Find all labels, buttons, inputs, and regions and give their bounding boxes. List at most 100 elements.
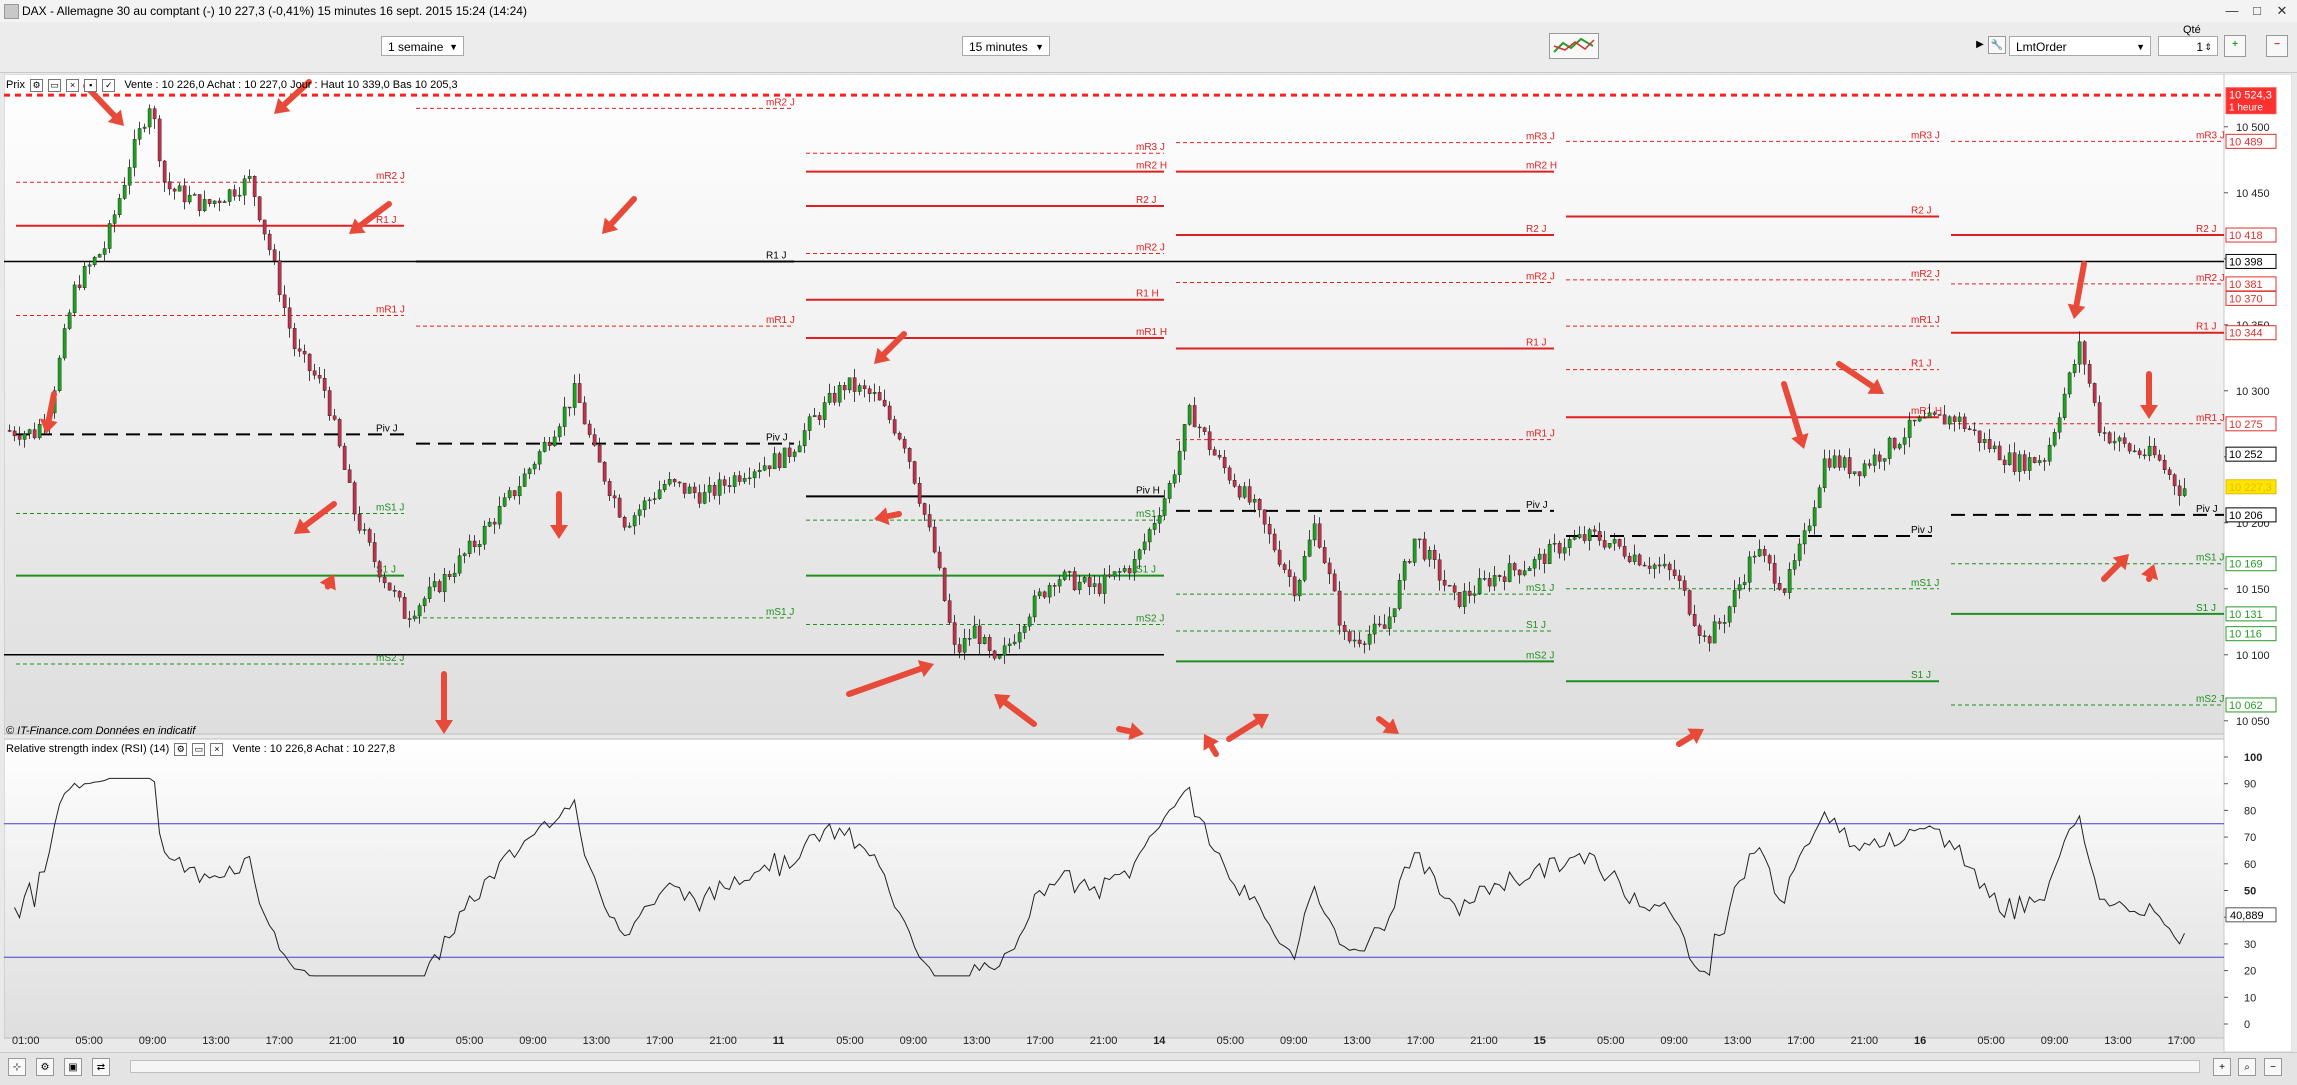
close-window-button[interactable]: ✕ — [2276, 3, 2288, 18]
price-tag-label: 10 381 — [2229, 279, 2263, 291]
candle-body — [757, 469, 762, 472]
candle-body — [317, 375, 322, 379]
candle-body — [937, 551, 942, 569]
candle-body — [2172, 474, 2177, 487]
wrench-icon[interactable]: ⚙ — [30, 78, 44, 92]
zoom-in-icon[interactable]: + — [2213, 1058, 2231, 1076]
window-icon[interactable]: ▭ — [192, 742, 206, 756]
level-label: S1 J — [1911, 670, 1931, 681]
level-label: mS2 J — [1136, 613, 1164, 624]
annotation-arrow-shaft — [1002, 699, 1037, 727]
close-icon[interactable]: × — [210, 742, 224, 756]
candle-body — [247, 175, 252, 179]
price-pane-label: Prix — [6, 79, 25, 91]
candle-body — [957, 644, 962, 653]
sell-order-button[interactable]: − — [2266, 35, 2288, 57]
level-label: Piv J — [1911, 525, 1933, 536]
candle-body — [1697, 625, 1702, 636]
settings-icon[interactable]: ▪ — [84, 78, 98, 92]
candle-body — [1982, 439, 1987, 443]
candle-body — [2182, 488, 2187, 496]
candle-body — [677, 481, 682, 484]
rsi-axis-label: 10 — [2244, 992, 2256, 1004]
candle-body — [1862, 463, 1867, 477]
interval-select[interactable]: 15 minutes ▼ — [962, 36, 1050, 56]
candle-body — [522, 473, 527, 487]
candle-body — [1387, 616, 1392, 629]
candle-body — [657, 489, 662, 499]
candle-body — [647, 499, 652, 502]
candle-body — [1647, 565, 1652, 569]
candle-body — [1242, 486, 1247, 498]
candle-body — [542, 441, 547, 452]
candle-body — [1912, 419, 1917, 422]
candle-body — [1327, 562, 1332, 575]
level-label: S1 J — [2196, 603, 2216, 614]
qty-label: Qté — [2183, 24, 2201, 36]
candle-body — [192, 194, 197, 196]
rsi-axis-label: 30 — [2244, 939, 2256, 951]
order-type-select[interactable]: LmtOrder ▼ — [2009, 36, 2151, 56]
candle-body — [1462, 590, 1467, 607]
candle-body — [1952, 416, 1957, 422]
close-icon[interactable]: × — [66, 78, 80, 92]
wrench-icon[interactable]: 🔧 — [1988, 36, 2006, 54]
spinner-icon[interactable]: ⇕ — [2204, 42, 2212, 52]
candle-body — [977, 625, 982, 644]
candle-body — [692, 486, 697, 494]
candle-body — [1437, 559, 1442, 581]
candle-body — [2107, 432, 2112, 444]
candle-body — [512, 490, 517, 497]
minimize-button[interactable]: — — [2225, 3, 2239, 18]
candle-body — [2042, 460, 2047, 462]
period-select[interactable]: 1 semaine ▼ — [381, 36, 464, 56]
zoom-out-icon[interactable]: − — [2264, 1058, 2282, 1076]
time-scrollbar[interactable] — [130, 1060, 2200, 1073]
level-label: mS2 J — [376, 653, 404, 664]
level-label: Piv J — [766, 433, 788, 444]
candle-body — [1712, 621, 1717, 644]
candle-body — [327, 390, 332, 417]
level-label: R1 J — [1911, 359, 1932, 370]
candle-body — [717, 479, 722, 496]
candle-body — [1917, 417, 1922, 422]
zoom-icon[interactable]: ⌕ — [2238, 1058, 2256, 1076]
tool-cursor-icon[interactable]: ⊹ — [8, 1058, 26, 1076]
candle-body — [827, 392, 832, 403]
candle-body — [1817, 487, 1822, 508]
candle-body — [1717, 621, 1722, 624]
time-axis-label: 05:00 — [1597, 1035, 1625, 1047]
time-axis-label: 13:00 — [963, 1035, 991, 1047]
candle-body — [2152, 445, 2157, 456]
window-icon[interactable]: ▭ — [48, 78, 62, 92]
time-axis-label: 17:00 — [1787, 1035, 1815, 1047]
candle-body — [282, 294, 287, 308]
collapse-arrow-icon[interactable]: ▶ — [1976, 39, 1984, 50]
price-tag-label: 10 116 — [2229, 629, 2262, 641]
candle-body — [477, 544, 482, 547]
candle-body — [1672, 569, 1677, 576]
tool-settings-icon[interactable]: ⚙ — [36, 1058, 54, 1076]
wrench-icon[interactable]: ⚙ — [174, 742, 188, 756]
candle-body — [417, 605, 422, 617]
candle-body — [697, 492, 702, 504]
price-tag — [2225, 507, 2277, 523]
candle-body — [2167, 469, 2172, 475]
buy-order-button[interactable]: + — [2224, 35, 2246, 57]
candle-body — [2057, 417, 2062, 433]
candle-body — [1687, 590, 1692, 615]
chart-icon[interactable]: ✓ — [102, 78, 116, 92]
rsi-axis-label: 20 — [2244, 966, 2256, 978]
candle-body — [1872, 454, 1877, 466]
tool-arrows-icon[interactable]: ⇄ — [92, 1058, 110, 1076]
tool-save-icon[interactable]: ▣ — [64, 1058, 82, 1076]
candle-body — [432, 581, 437, 588]
chart-type-button[interactable] — [1549, 33, 1599, 59]
maximize-button[interactable]: □ — [2253, 3, 2261, 18]
time-axis-label: 15 — [1534, 1035, 1546, 1047]
candle-body — [1532, 559, 1537, 569]
candle-body — [1152, 523, 1157, 530]
candle-body — [162, 160, 167, 182]
qty-input[interactable]: 1 ⇕ — [2158, 36, 2218, 56]
